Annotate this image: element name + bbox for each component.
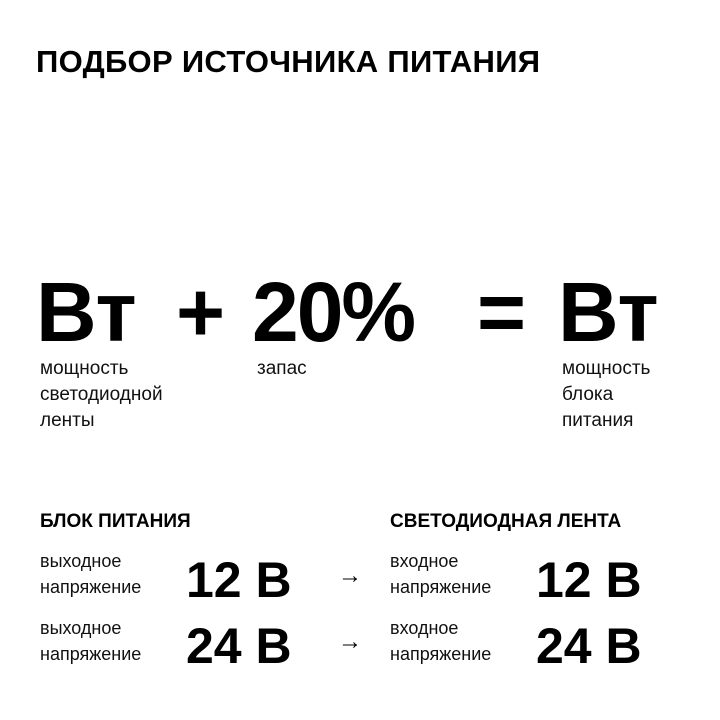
formula-reserve: 20% — [252, 265, 416, 359]
led-voltage-value: 12 В — [536, 552, 642, 608]
formula-result-watts: Вт — [558, 265, 659, 359]
led-strip-header: СВЕТОДИОДНАЯ ЛЕНТА — [390, 511, 622, 532]
psu-row-label: выходное напряжение — [40, 551, 142, 597]
arrow-right-icon: → — [338, 562, 362, 589]
psu-row-label: выходное напряжение — [40, 618, 142, 664]
arrow-right-icon: → — [338, 628, 362, 655]
page-title: ПОДБОР ИСТОЧНИКА ПИТАНИЯ — [36, 44, 541, 79]
label-reserve: запас — [257, 358, 307, 379]
formula-equals: = — [477, 265, 527, 359]
led-row-label: входное напряжение — [390, 618, 492, 664]
psu-voltage-value: 12 В — [186, 552, 292, 608]
psu-voltage-value: 24 В — [186, 618, 292, 674]
formula-led-watts: Вт — [36, 265, 137, 359]
label-psu-power: мощность блока питания — [562, 358, 651, 431]
led-voltage-value: 24 В — [536, 618, 642, 674]
power-supply-header: БЛОК ПИТАНИЯ — [40, 511, 191, 532]
led-row-label: входное напряжение — [390, 551, 492, 597]
formula-plus: + — [176, 265, 226, 359]
label-led-power: мощность светодиодной ленты — [40, 358, 163, 431]
